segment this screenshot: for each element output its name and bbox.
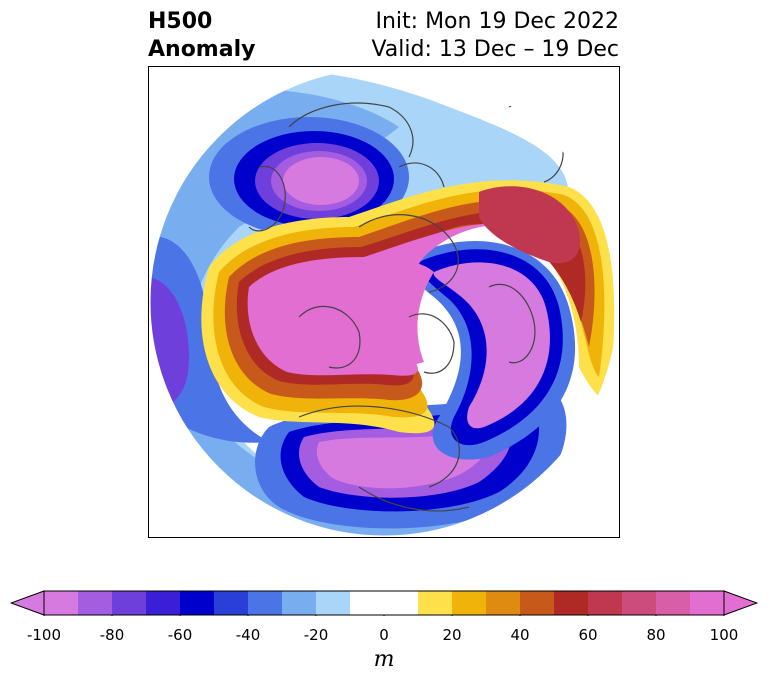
colorbar-tick-label: -60 [167, 626, 193, 644]
colorbar-unit-label: m [373, 647, 395, 672]
colorbar-bin [214, 591, 249, 615]
colorbar-bin [180, 591, 215, 615]
init-time: Init: Mon 19 Dec 2022 [375, 9, 620, 34]
colorbar-bin [78, 591, 113, 615]
colorbar-bin [112, 591, 147, 615]
colorbar-bin [452, 591, 487, 615]
colorbar-bin [656, 591, 691, 615]
colorbar-bin [418, 591, 453, 615]
valid-period: Valid: 13 Dec – 19 Dec [371, 37, 619, 62]
colorbar-tick-label: 40 [510, 626, 530, 644]
colorbar-bin [588, 591, 623, 615]
colorbar-tick-label: -100 [26, 626, 62, 644]
colorbar-bin [316, 591, 351, 615]
colorbar-tick-label: 100 [709, 626, 739, 644]
colorbar-tick-label: -40 [235, 626, 261, 644]
colorbar-graphic [9, 590, 759, 620]
colorbar-tick-label: 0 [379, 626, 389, 644]
map-panel [148, 66, 620, 538]
colorbar-bin [622, 591, 657, 615]
anomaly-positive-nw-center [479, 186, 580, 264]
colorbar-bin [146, 591, 181, 615]
colorbar-bin [486, 591, 521, 615]
colorbar [9, 590, 759, 620]
colorbar-bin [520, 591, 555, 615]
title-field: Anomaly [148, 37, 256, 62]
title-variable: H500 [148, 9, 213, 34]
colorbar-bin [690, 591, 725, 615]
colorbar-bin [554, 591, 589, 615]
polar-anomaly-map [149, 67, 619, 537]
colorbar-tick-label: -80 [99, 626, 125, 644]
colorbar-tick-label: 20 [442, 626, 462, 644]
anomaly-negative-east-core [433, 262, 550, 429]
colorbar-bin [282, 591, 317, 615]
colorbar-tick-label: -20 [303, 626, 329, 644]
map-title-right: Init: Mon 19 Dec 2022 Valid: 13 Dec – 19… [371, 8, 619, 64]
anomaly-positive-center [315, 260, 434, 368]
colorbar-extend-low [9, 590, 45, 616]
map-title-left: H500 Anomaly [148, 8, 255, 64]
colorbar-bin [350, 591, 419, 615]
colorbar-extend-high [723, 590, 759, 616]
colorbar-bin [248, 591, 283, 615]
colorbar-bin [44, 591, 79, 615]
colorbar-tick-label: 80 [646, 626, 666, 644]
colorbar-tick-label: 60 [578, 626, 598, 644]
anomaly-negative-ne-core3 [283, 157, 359, 205]
